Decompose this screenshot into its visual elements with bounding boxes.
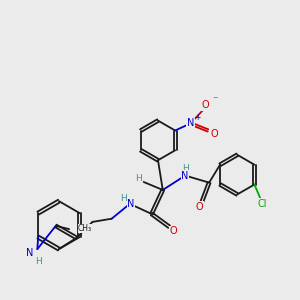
Text: +: + — [194, 113, 201, 122]
Text: H: H — [182, 164, 188, 173]
Text: O: O — [210, 129, 218, 139]
Text: N: N — [182, 171, 189, 181]
Text: CH₃: CH₃ — [78, 224, 92, 233]
Text: H: H — [36, 257, 42, 266]
Text: N: N — [26, 248, 33, 258]
Text: ⁻: ⁻ — [212, 95, 218, 105]
Text: O: O — [202, 100, 209, 110]
Text: O: O — [196, 202, 203, 212]
Text: N: N — [187, 118, 194, 128]
Text: Cl: Cl — [258, 199, 268, 209]
Text: H: H — [120, 194, 127, 203]
Text: O: O — [169, 226, 177, 236]
Text: N: N — [127, 199, 134, 209]
Text: H: H — [135, 174, 142, 183]
